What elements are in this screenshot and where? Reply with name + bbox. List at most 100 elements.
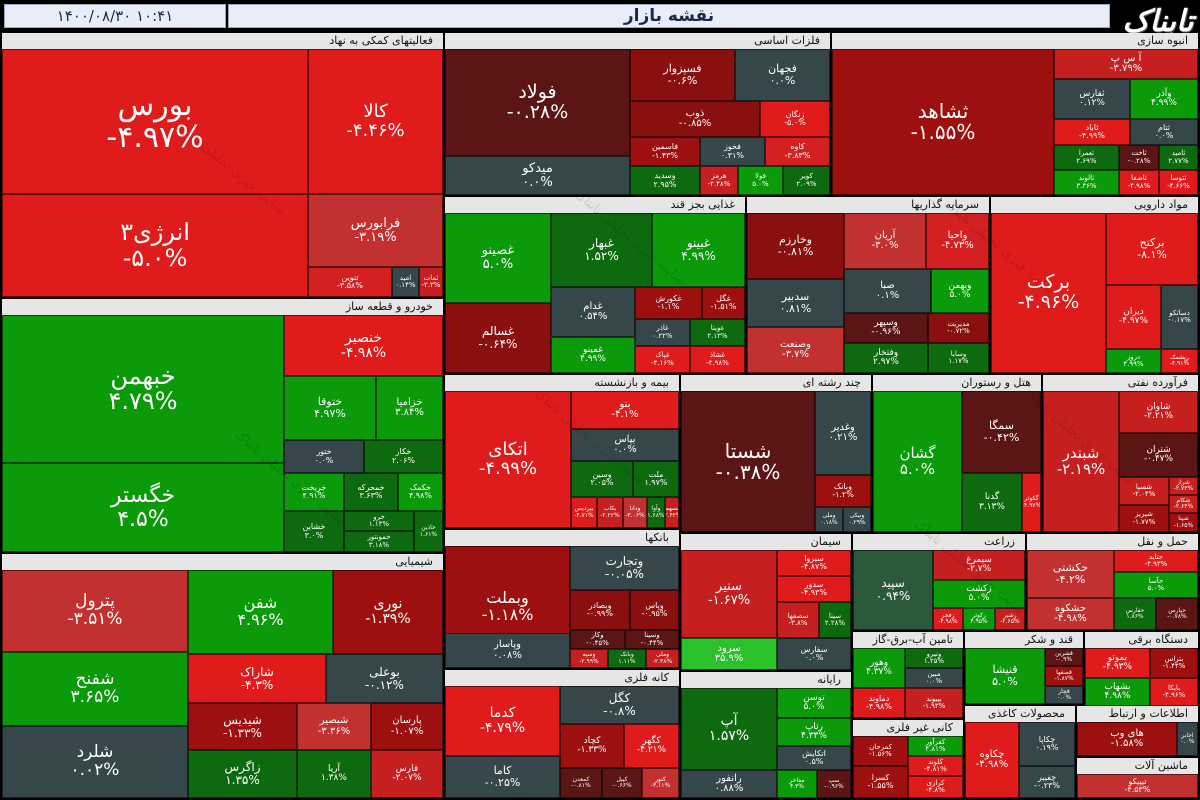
stock-tile[interactable]: بپاس ۰.۰% <box>571 429 679 461</box>
stock-tile[interactable]: ثشاهد -۱.۵۵% <box>832 49 1054 195</box>
stock-tile[interactable]: کالا -۴.۴۶% <box>308 49 443 194</box>
stock-tile[interactable]: خبهمن ۴.۷۹% <box>2 315 284 463</box>
stock-tile[interactable]: وتجارت -۰.۰۵% <box>570 546 679 590</box>
stock-tile[interactable]: ملت ۱.۹۷% <box>633 461 679 497</box>
stock-tile[interactable]: ثعمرا ۲.۶۹% <box>1054 145 1119 170</box>
sector-title[interactable]: رایانه <box>681 672 851 688</box>
stock-tile[interactable]: وآوا ۱.۶۸% <box>647 497 665 528</box>
stock-tile[interactable]: دماوند -۴.۹۸% <box>853 688 905 718</box>
stock-tile[interactable]: وبانک -۱.۲% <box>815 475 871 507</box>
stock-tile[interactable]: سیمرغ -۲.۷% <box>933 550 1025 580</box>
stock-tile[interactable]: بپردیس -۴.۷۱% <box>571 497 597 528</box>
stock-tile[interactable]: پترول -۳.۵۱% <box>2 570 188 652</box>
stock-tile[interactable]: کمرجان -۱.۵۶% <box>853 736 908 766</box>
stock-tile[interactable]: میدکو ۰.۰% <box>445 156 630 195</box>
stock-tile[interactable]: زشیر -۲.۶۵% <box>995 608 1025 630</box>
stock-tile[interactable]: شتران -۰.۴۷% <box>1119 433 1198 477</box>
stock-tile[interactable]: غاذر ۰.۲۲% <box>635 319 690 346</box>
stock-tile[interactable]: حکشتی -۴.۲% <box>1027 550 1114 598</box>
stock-tile[interactable]: شفنح ۳.۶۵% <box>2 652 188 726</box>
sector-title[interactable]: غذایی بجز قند <box>445 197 745 213</box>
stock-tile[interactable]: وهور ۴.۳۷% <box>853 648 905 688</box>
stock-tile[interactable]: وبصادر -۰.۹۹% <box>570 590 630 630</box>
stock-tile[interactable]: بایکا -۴.۹۶% <box>1150 678 1198 706</box>
stock-tile[interactable]: شپنا -۱.۶۵% <box>1169 513 1198 532</box>
stock-tile[interactable]: سپید ۰.۹۴% <box>853 550 933 630</box>
stock-tile[interactable]: چکاوه -۴.۹۸% <box>965 722 1019 798</box>
stock-tile[interactable]: مبین ۰.۰% <box>905 668 963 688</box>
stock-tile[interactable]: خنصیر -۴.۹۸% <box>284 315 443 376</box>
stock-tile[interactable]: وسپهر -۰.۹۶% <box>844 313 928 343</box>
stock-tile[interactable]: وسینا -۰.۴۴% <box>625 630 679 649</box>
stock-tile[interactable]: غگل -۱.۵۱% <box>702 287 745 319</box>
stock-tile[interactable]: فاسمین -۱.۴۳% <box>630 137 700 166</box>
sector-title[interactable]: فلزات اساسی <box>445 33 830 49</box>
stock-tile[interactable]: زکوثر ۴.۹۵% <box>963 608 995 630</box>
stock-tile[interactable]: ثمات -۲.۳% <box>419 267 443 297</box>
stock-tile[interactable]: کنور -۳.۱۱% <box>642 768 679 798</box>
stock-tile[interactable]: سرود ۳۵.۹% <box>681 638 777 670</box>
sector-title[interactable]: فرآورده نفتی <box>1043 375 1198 391</box>
sector-title[interactable]: چند رشته ای <box>681 375 871 391</box>
stock-tile[interactable]: رانفور ۰.۸۸% <box>681 770 777 798</box>
stock-tile[interactable]: بشهاب ۴.۹۸% <box>1085 678 1150 706</box>
stock-tile[interactable]: حشکوه -۴.۹۸% <box>1027 598 1114 630</box>
stock-tile[interactable]: فولا ۵.۰% <box>738 166 783 195</box>
stock-tile[interactable]: وکار -۰.۴۵% <box>570 630 625 649</box>
stock-tile[interactable]: خریخت ۴.۹۱% <box>284 473 344 511</box>
stock-tile[interactable]: هرمز -۲.۴۸% <box>700 166 738 195</box>
stock-tile[interactable]: حتاید -۴.۹۳% <box>1114 550 1198 572</box>
stock-tile[interactable]: ثتوسا -۴.۶۶% <box>1159 170 1198 195</box>
stock-tile[interactable]: بورس -۴.۹۷% <box>2 49 308 194</box>
stock-tile[interactable]: اتکای -۴.۹۹% <box>445 391 571 528</box>
stock-tile[interactable]: فولاد -۰.۲۸% <box>445 49 630 156</box>
stock-tile[interactable]: فرابورس -۳.۱۹% <box>308 194 443 267</box>
stock-tile[interactable]: حفارس ۱.۸۶% <box>1114 598 1156 630</box>
stock-tile[interactable]: کپیل -۰.۶۶% <box>602 768 642 798</box>
stock-tile[interactable]: شاوان -۲.۲۱% <box>1119 391 1198 433</box>
stock-tile[interactable]: بوعلی -۰.۱۲% <box>326 654 443 703</box>
stock-tile[interactable]: خمونتور ۳.۱۸% <box>344 531 414 552</box>
sector-title[interactable]: محصولات کاغذی <box>965 706 1075 722</box>
stock-tile[interactable]: فخوز ۰.۳۱% <box>700 137 765 166</box>
stock-tile[interactable]: کاما -۰.۲۵% <box>445 756 560 798</box>
stock-tile[interactable]: سصفها -۳.۸% <box>777 602 819 638</box>
stock-tile[interactable]: کمعدن -۰.۸۱% <box>560 768 602 798</box>
stock-tile[interactable]: ونیکی ۰.۲۹% <box>843 507 871 532</box>
stock-tile[interactable]: وآذر ۴.۹۹% <box>1130 79 1198 119</box>
stock-tile[interactable]: فجهان ۰.۰% <box>735 49 830 101</box>
stock-tile[interactable]: اخابر ۰.۰% <box>1177 722 1198 756</box>
stock-tile[interactable]: کلوند -۴.۸۱% <box>908 756 963 776</box>
sector-title[interactable]: اطلاعات و ارتباط <box>1077 706 1198 722</box>
stock-tile[interactable]: شاراک -۴.۳% <box>188 654 326 703</box>
stock-tile[interactable]: وصنعت -۳.۷% <box>747 327 844 373</box>
stock-tile[interactable]: کچاد -۱.۳۳% <box>560 724 624 768</box>
stock-tile[interactable]: وخارزم -۰.۸۱% <box>747 213 844 279</box>
stock-tile[interactable]: چکاپا ۰.۱۹% <box>1019 722 1075 766</box>
stock-tile[interactable]: ثامید ۲.۷۷% <box>1159 145 1198 170</box>
stock-tile[interactable]: بنو -۴.۱% <box>571 391 679 429</box>
stock-tile[interactable]: گدنا ۳.۱۳% <box>962 473 1022 532</box>
stock-tile[interactable]: وسین ۲.۰۵% <box>571 461 633 497</box>
stock-tile[interactable]: ذوب -۰.۸۵% <box>630 101 760 137</box>
stock-tile[interactable]: غپاک -۴.۱۶% <box>635 346 690 373</box>
stock-tile[interactable]: زفجر -۴.۹۸% <box>933 608 963 630</box>
stock-tile[interactable]: حپارس -۰.۷۸% <box>1156 598 1198 630</box>
stock-tile[interactable]: تیپیکو -۴.۵۳% <box>1077 774 1198 798</box>
stock-tile[interactable]: شفن ۴.۹۶% <box>188 570 333 654</box>
sector-title[interactable]: قند و شکر <box>965 632 1083 648</box>
sector-title[interactable]: مواد دارویی <box>991 197 1198 213</box>
stock-tile[interactable]: ثتام ۰.۰% <box>1130 119 1198 145</box>
stock-tile[interactable]: خمحرکه ۳.۶۳% <box>344 473 398 511</box>
stock-tile[interactable]: مفاخر ۴.۳% <box>777 770 817 798</box>
stock-tile[interactable]: خزامیا ۳.۸۴% <box>376 376 443 440</box>
sector-title[interactable]: بیمه و بازنشسته <box>445 375 679 391</box>
stock-tile[interactable]: وپاسار ۰.۰۸% <box>445 633 570 668</box>
stock-tile[interactable]: خگستر ۴.۵% <box>2 463 284 552</box>
stock-tile[interactable]: برکت -۴.۹۶% <box>991 213 1106 373</box>
stock-tile[interactable]: زاگرس ۱.۳۵% <box>188 750 297 798</box>
stock-tile[interactable]: رتاپ ۴.۳۳% <box>777 718 851 746</box>
stock-tile[interactable]: ختور ۰.۰% <box>284 440 364 473</box>
stock-tile[interactable]: وغدیر ۰.۲۱% <box>815 391 871 475</box>
sector-title[interactable]: دستگاه برقی <box>1085 632 1198 648</box>
